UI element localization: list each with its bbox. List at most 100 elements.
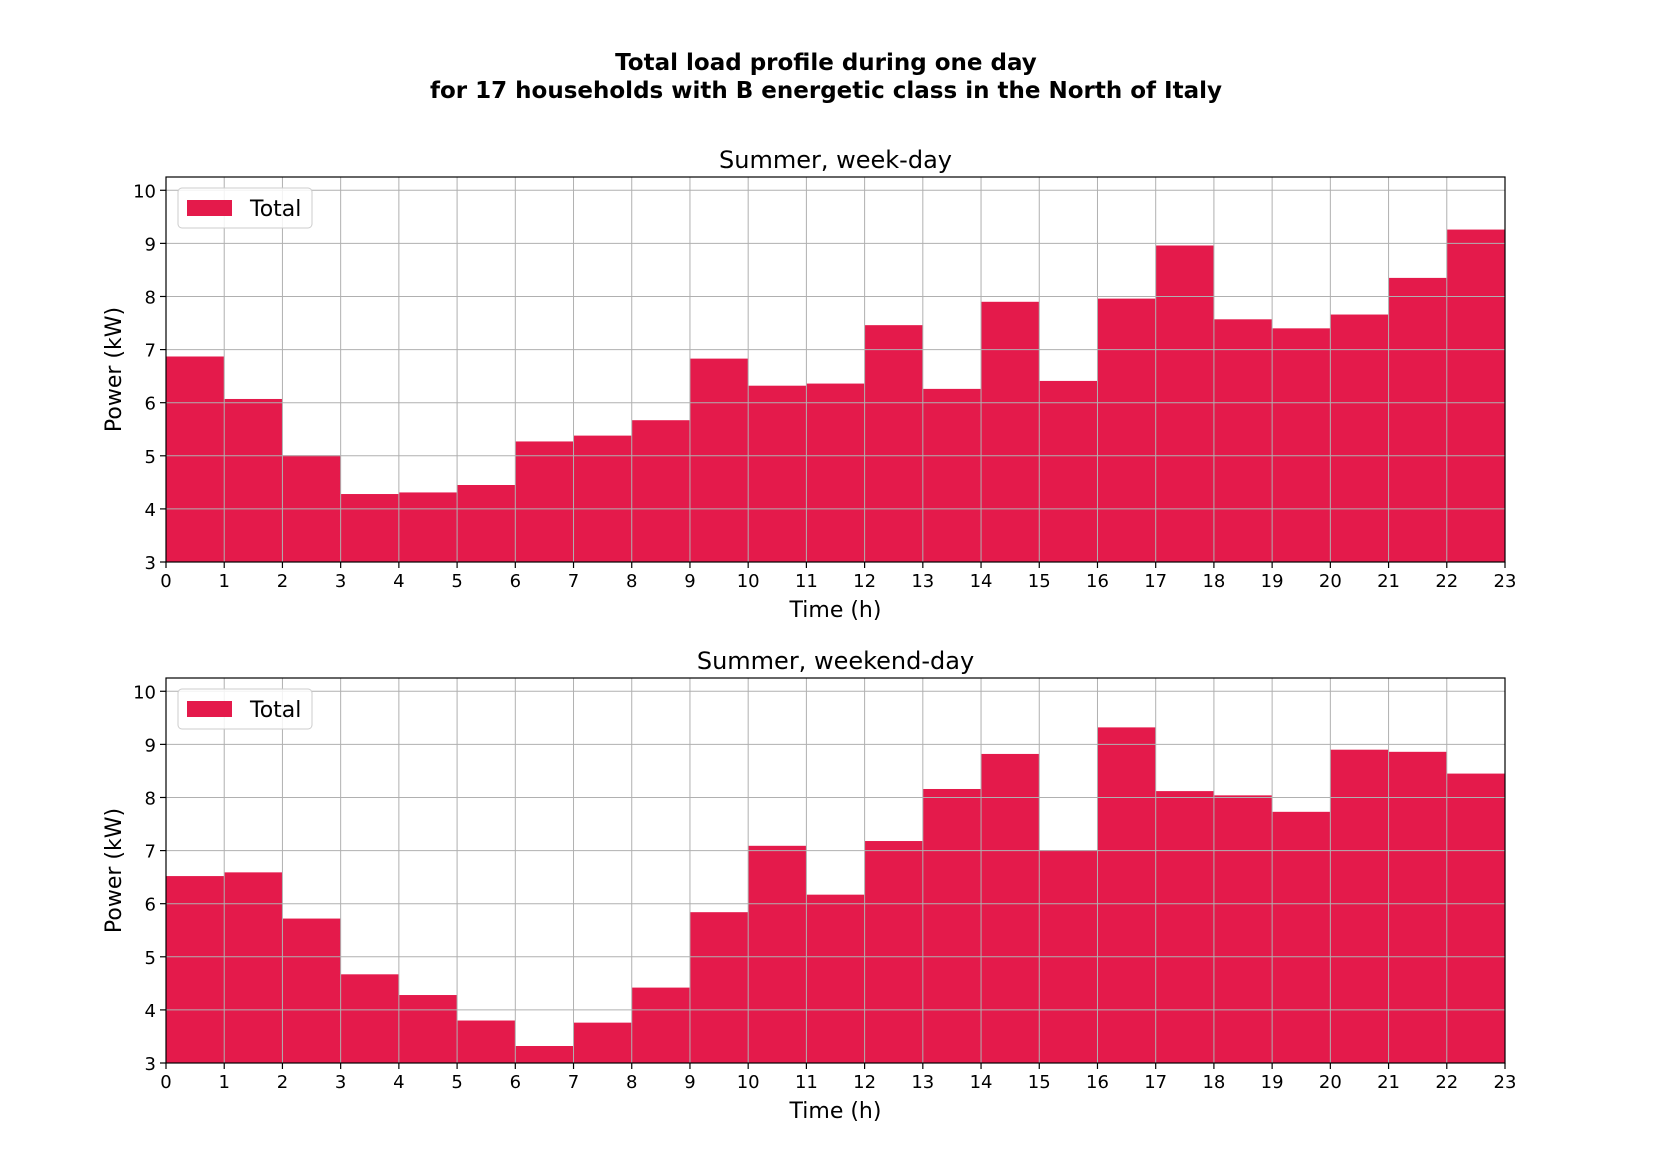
bar-hour-12 xyxy=(864,841,923,1063)
bar-hour-15 xyxy=(1039,380,1098,562)
legend: Total xyxy=(177,187,313,229)
bar-hour-1 xyxy=(224,872,283,1063)
x-tick-label: 2 xyxy=(277,571,288,592)
figure-title-line-1: Total load profile during one day xyxy=(615,50,1037,76)
y-tick-label: 4 xyxy=(145,1001,156,1022)
x-tick-label: 20 xyxy=(1319,1072,1342,1093)
bar-hour-6 xyxy=(515,441,574,562)
x-tick-label: 18 xyxy=(1202,1072,1225,1093)
y-tick-label: 6 xyxy=(145,895,156,916)
plot-frame xyxy=(165,677,1506,1064)
x-tick-label: 23 xyxy=(1494,1072,1517,1093)
bar-hour-18 xyxy=(1213,795,1273,1063)
bar-hour-17 xyxy=(1155,791,1214,1063)
x-tick-label: 0 xyxy=(160,1072,171,1093)
legend-label: Total xyxy=(249,197,301,222)
bar-hour-20 xyxy=(1330,314,1389,562)
x-tick-label: 19 xyxy=(1261,571,1284,592)
bar-hour-17 xyxy=(1155,245,1214,562)
x-tick-label: 6 xyxy=(510,1072,521,1093)
bar-hour-4 xyxy=(398,492,458,562)
legend-swatch xyxy=(187,200,232,216)
x-tick-label: 18 xyxy=(1202,571,1225,592)
legend-swatch xyxy=(187,701,232,717)
y-tick-label: 8 xyxy=(145,788,156,809)
x-tick-label: 10 xyxy=(737,1072,760,1093)
bar-hour-7 xyxy=(573,1022,632,1063)
bar-hour-10 xyxy=(748,845,807,1063)
bar-hour-21 xyxy=(1388,277,1447,562)
y-axis-label: Power (kW) xyxy=(102,808,127,933)
y-tick-label: 4 xyxy=(145,500,156,521)
bar-hour-19 xyxy=(1272,811,1331,1063)
x-tick-label: 11 xyxy=(795,1072,818,1093)
x-tick-label: 9 xyxy=(684,571,695,592)
x-tick-label: 17 xyxy=(1144,1072,1167,1093)
bar-hour-8 xyxy=(631,987,690,1063)
y-tick-label: 9 xyxy=(145,234,156,255)
y-tick-label: 6 xyxy=(145,394,156,415)
bar-hour-19 xyxy=(1272,328,1331,562)
bar-hour-5 xyxy=(457,485,516,562)
x-tick-label: 3 xyxy=(335,571,346,592)
bar-hour-13 xyxy=(922,388,982,562)
x-tick-label: 14 xyxy=(970,1072,993,1093)
legend-box xyxy=(177,187,313,229)
x-tick-label: 17 xyxy=(1144,571,1167,592)
x-tick-label: 4 xyxy=(393,571,404,592)
legend-box xyxy=(177,688,313,730)
x-tick-label: 6 xyxy=(510,571,521,592)
figure-title-line-2: for 17 households with B energetic class… xyxy=(430,78,1222,104)
chart-title: Summer, week-day xyxy=(719,146,952,174)
bar-hour-21 xyxy=(1388,751,1447,1063)
x-tick-label: 7 xyxy=(568,1072,579,1093)
x-axis-label: Time (h) xyxy=(789,598,882,623)
y-tick-label: 5 xyxy=(145,447,156,468)
chart-title: Summer, weekend-day xyxy=(697,647,974,675)
y-tick-label: 8 xyxy=(145,287,156,308)
x-tick-label: 16 xyxy=(1086,1072,1109,1093)
bar-hour-7 xyxy=(573,435,632,562)
x-tick-label: 9 xyxy=(684,1072,695,1093)
x-tick-label: 13 xyxy=(911,1072,934,1093)
x-tick-label: 23 xyxy=(1494,571,1517,592)
x-tick-label: 4 xyxy=(393,1072,404,1093)
x-tick-label: 7 xyxy=(568,571,579,592)
bar-hour-22 xyxy=(1446,773,1505,1063)
x-tick-label: 1 xyxy=(218,1072,229,1093)
bar-hour-11 xyxy=(806,894,865,1063)
x-tick-label: 20 xyxy=(1319,571,1342,592)
x-tick-label: 5 xyxy=(451,571,462,592)
bar-hour-2 xyxy=(282,918,341,1063)
bar-hour-10 xyxy=(748,385,807,562)
bar-hour-3 xyxy=(340,494,399,562)
bar-hour-12 xyxy=(864,325,923,562)
y-tick-label: 3 xyxy=(145,553,156,574)
x-tick-label: 8 xyxy=(626,1072,637,1093)
x-tick-label: 12 xyxy=(853,1072,876,1093)
y-tick-label: 10 xyxy=(133,682,156,703)
plot-frame xyxy=(165,176,1506,563)
x-tick-label: 0 xyxy=(160,571,171,592)
x-tick-label: 12 xyxy=(853,571,876,592)
bar-hour-0 xyxy=(166,356,225,562)
y-tick-label: 5 xyxy=(145,948,156,969)
x-tick-label: 21 xyxy=(1377,571,1400,592)
y-axis-label: Power (kW) xyxy=(102,307,127,432)
bar-hour-16 xyxy=(1097,727,1156,1063)
x-tick-label: 14 xyxy=(970,571,993,592)
y-tick-label: 9 xyxy=(145,735,156,756)
bar-hour-6 xyxy=(515,1046,574,1063)
bar-hour-16 xyxy=(1097,298,1156,562)
legend-label: Total xyxy=(249,698,301,723)
bar-hour-11 xyxy=(806,383,865,562)
bar-hour-3 xyxy=(340,974,399,1063)
x-tick-label: 22 xyxy=(1435,1072,1458,1093)
x-tick-label: 19 xyxy=(1261,1072,1284,1093)
x-tick-label: 5 xyxy=(451,1072,462,1093)
x-tick-label: 21 xyxy=(1377,1072,1400,1093)
x-tick-label: 11 xyxy=(795,571,818,592)
